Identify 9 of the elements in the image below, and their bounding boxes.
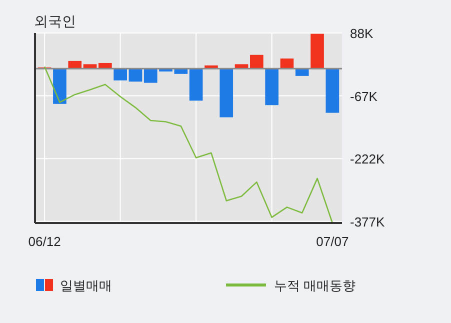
x-tick-label: 06/12: [28, 234, 61, 249]
legend-label: 누적 매매동향: [274, 278, 356, 293]
legend-label: 일별매매: [60, 278, 112, 293]
y-tick-label: -222K: [350, 152, 386, 167]
y-tick-label: 88K: [350, 26, 374, 41]
x-tick-label: 07/07: [316, 234, 349, 249]
title: 외국인: [34, 13, 76, 29]
y-tick-label: -67K: [350, 88, 378, 104]
y-tick-label: -377K: [350, 214, 386, 230]
